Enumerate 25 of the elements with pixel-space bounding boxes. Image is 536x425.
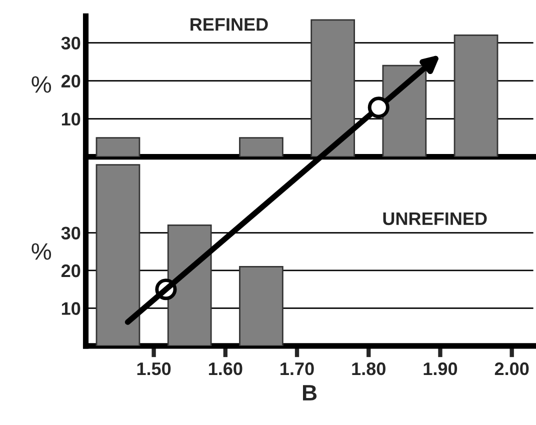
y-tick-label: 10 <box>62 112 80 126</box>
bar <box>239 266 284 346</box>
bar <box>96 164 140 346</box>
bar <box>454 34 498 157</box>
bar <box>310 19 355 157</box>
x-tick-label: 1.50 <box>137 362 171 376</box>
y-tick-label: 20 <box>61 264 80 278</box>
x-axis-title: B <box>303 385 317 400</box>
x-tick-label: 1.80 <box>352 362 386 376</box>
bar <box>382 64 427 157</box>
annotation: REFINED <box>190 18 268 31</box>
y-tick-label: 30 <box>61 36 80 50</box>
y-tick-label: 10 <box>62 302 80 315</box>
y-axis-title: % <box>32 76 52 93</box>
y-axis-title: % <box>32 243 52 260</box>
x-tick-label: 2.00 <box>494 362 529 376</box>
y-tick-label: 30 <box>61 226 80 240</box>
x-tick-label: 1.60 <box>208 362 242 376</box>
bar <box>96 137 140 157</box>
bar <box>239 137 284 157</box>
x-tick-label: 1.70 <box>280 362 314 376</box>
annotation: UNREFINED <box>383 212 487 226</box>
x-tick-label: 1.90 <box>424 362 458 376</box>
bar <box>167 224 212 346</box>
y-tick-label: 20 <box>61 74 80 88</box>
